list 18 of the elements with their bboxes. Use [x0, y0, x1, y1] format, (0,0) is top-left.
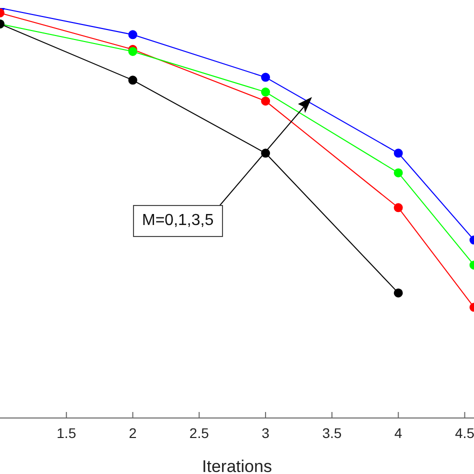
x-tick-label: 3 [262, 424, 270, 441]
point [261, 88, 270, 97]
x-tick-label: 4 [394, 424, 402, 441]
x-tick-label: 4.5 [454, 424, 474, 441]
point [128, 30, 138, 40]
x-tick-label: 3.5 [322, 424, 342, 441]
point [394, 288, 403, 298]
point [128, 76, 138, 85]
x-tick-label: 2 [128, 424, 137, 441]
annotation: M=0,1,3,5 [142, 212, 214, 229]
point [261, 96, 270, 106]
point [394, 168, 403, 178]
x-axis-title: Iterations [202, 457, 272, 474]
point [261, 72, 270, 82]
x-tick-label: 2.5 [189, 424, 210, 441]
point [394, 203, 403, 212]
x-tick-label: 1.5 [56, 424, 76, 441]
point [394, 148, 403, 158]
